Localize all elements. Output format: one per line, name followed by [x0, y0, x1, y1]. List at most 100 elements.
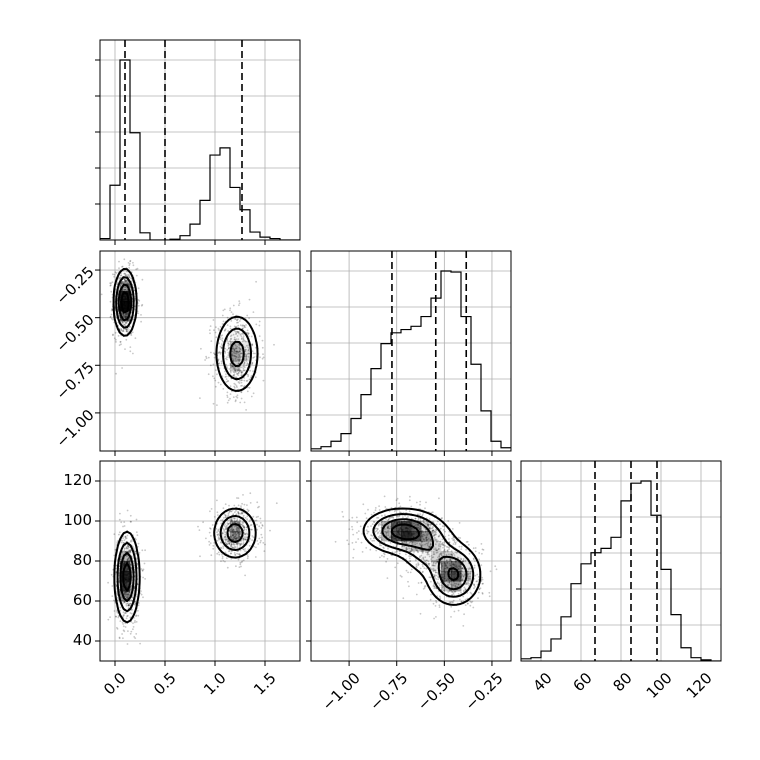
density-bin	[431, 551, 442, 562]
y-tick-label: 120	[63, 471, 92, 489]
sample-point	[237, 512, 240, 514]
sample-point	[444, 564, 446, 567]
contour-line	[381, 518, 468, 591]
sample-point	[250, 375, 253, 377]
sample-point	[449, 589, 452, 592]
sample-point	[444, 535, 447, 538]
sample-point	[248, 348, 250, 350]
sample-point	[218, 342, 220, 345]
sample-point	[425, 559, 427, 562]
sample-point	[453, 539, 456, 542]
sample-point	[433, 531, 436, 534]
y-tick-label: 40	[73, 631, 92, 649]
sample-point	[135, 274, 138, 277]
sample-point	[222, 527, 224, 530]
sample-point	[242, 539, 245, 542]
sample-point	[434, 575, 436, 577]
sample-point	[122, 315, 125, 318]
sample-point	[124, 322, 127, 325]
sample-point	[123, 541, 125, 544]
sample-point	[243, 526, 246, 528]
sample-point	[235, 537, 238, 540]
sample-point	[458, 545, 461, 548]
sample-point	[129, 288, 132, 291]
sample-point	[229, 370, 232, 372]
sample-point	[218, 537, 221, 540]
sample-point	[432, 569, 435, 572]
sample-point	[454, 543, 457, 545]
sample-point	[233, 385, 236, 388]
sample-point	[239, 561, 242, 564]
sample-point	[134, 337, 137, 340]
sample-point	[243, 325, 246, 327]
sample-point	[432, 532, 434, 534]
sample-point	[133, 587, 136, 590]
sample-point	[254, 519, 256, 522]
sample-point	[428, 527, 431, 529]
sample-point	[428, 546, 431, 549]
sample-point	[129, 550, 132, 553]
panel-frame	[520, 460, 722, 662]
sample-point	[128, 276, 131, 279]
sample-point	[237, 331, 240, 333]
sample-point	[243, 377, 246, 379]
sample-point	[262, 356, 265, 359]
sample-point	[247, 355, 250, 358]
sample-point	[134, 550, 137, 553]
sample-point	[208, 544, 211, 546]
sample-point	[224, 370, 226, 373]
sample-point	[236, 350, 238, 353]
sample-point	[421, 549, 424, 552]
sample-point	[445, 545, 448, 548]
sample-point	[436, 549, 438, 551]
x-tick-label: 1.5	[250, 669, 280, 699]
sample-point	[462, 559, 465, 561]
sample-point	[128, 284, 131, 287]
sample-point	[242, 522, 244, 525]
contour-line	[115, 276, 252, 381]
sample-point	[244, 516, 247, 519]
density-bin	[421, 551, 432, 562]
sample-point	[235, 537, 238, 540]
sample-point	[465, 548, 467, 551]
sample-point	[442, 585, 445, 588]
sample-point	[224, 536, 226, 538]
sample-point	[444, 562, 447, 565]
sample-point	[426, 553, 429, 556]
sample-point	[258, 525, 261, 528]
sample-point	[131, 608, 134, 611]
sample-point	[232, 543, 235, 546]
sample-point	[239, 543, 242, 546]
sample-point	[434, 530, 437, 533]
sample-point	[239, 520, 242, 522]
sample-point	[389, 527, 391, 530]
sample-point	[472, 547, 475, 550]
sample-point	[245, 344, 248, 347]
sample-point	[232, 517, 235, 520]
sample-point	[428, 576, 431, 579]
sample-point	[436, 560, 439, 563]
sample-point	[409, 550, 412, 553]
sample-point	[426, 534, 428, 537]
sample-point	[488, 595, 491, 598]
sample-point	[126, 615, 128, 618]
sample-point	[411, 543, 414, 546]
sample-point	[247, 510, 250, 513]
sample-point	[122, 329, 124, 332]
sample-point	[115, 584, 118, 587]
sample-point	[229, 340, 232, 342]
sample-point	[131, 596, 134, 599]
sample-point	[421, 530, 424, 532]
sample-point	[422, 565, 424, 568]
sample-point	[376, 517, 378, 519]
density-bin	[120, 311, 131, 322]
sample-point	[129, 520, 132, 523]
sample-point	[244, 533, 247, 536]
sample-point	[379, 534, 381, 537]
sample-point	[242, 324, 244, 326]
sample-point	[242, 494, 244, 496]
sample-point	[234, 347, 237, 350]
sample-point	[434, 539, 437, 542]
sample-point	[239, 544, 242, 547]
sample-point	[247, 332, 250, 335]
